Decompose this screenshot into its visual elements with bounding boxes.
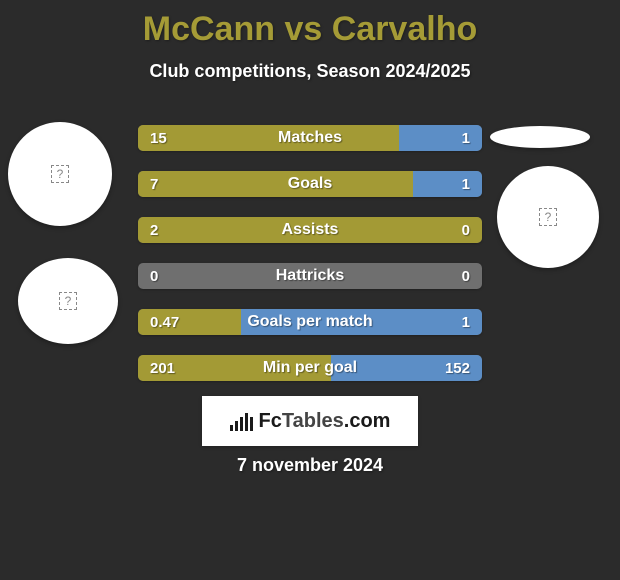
comparison-infographic: McCann vs Carvalho Club competitions, Se…: [0, 0, 620, 580]
comparison-rows: 151Matches 71Goals 20Assists 00Hattricks 0.4…: [138, 125, 482, 401]
stat-row: 00Hattricks: [138, 263, 482, 289]
branding-badge: FcTables.com: [202, 396, 418, 446]
stat-row: 151Matches: [138, 125, 482, 151]
branding-main: Tables: [282, 410, 344, 432]
player1-avatar: ?: [8, 122, 112, 226]
date-text: 7 november 2024: [0, 455, 620, 476]
stat-row: 0.471Goals per match: [138, 309, 482, 335]
stat-row: 201152Min per goal: [138, 355, 482, 381]
title-vs: vs: [284, 10, 322, 48]
stat-label: Assists: [138, 217, 482, 243]
branding-text: FcTables.com: [259, 410, 391, 433]
image-placeholder-icon: ?: [539, 208, 557, 226]
title-player2: Carvalho: [332, 10, 478, 48]
title: McCann vs Carvalho: [0, 0, 620, 49]
stat-label: Goals per match: [138, 309, 482, 335]
stat-row: 71Goals: [138, 171, 482, 197]
branding-prefix: Fc: [259, 410, 282, 432]
image-placeholder-icon: ?: [59, 292, 77, 310]
image-placeholder-icon: ?: [51, 165, 69, 183]
player1-club-avatar: ?: [18, 258, 118, 344]
stat-label: Min per goal: [138, 355, 482, 381]
stat-label: Goals: [138, 171, 482, 197]
decorative-ellipse: [490, 126, 590, 148]
stat-row: 20Assists: [138, 217, 482, 243]
subtitle: Club competitions, Season 2024/2025: [0, 61, 620, 82]
branding-suffix: .com: [344, 410, 391, 432]
stat-label: Matches: [138, 125, 482, 151]
bar-chart-icon: [230, 411, 253, 431]
title-player1: McCann: [143, 10, 275, 48]
player2-club-avatar: ?: [497, 166, 599, 268]
stat-label: Hattricks: [138, 263, 482, 289]
